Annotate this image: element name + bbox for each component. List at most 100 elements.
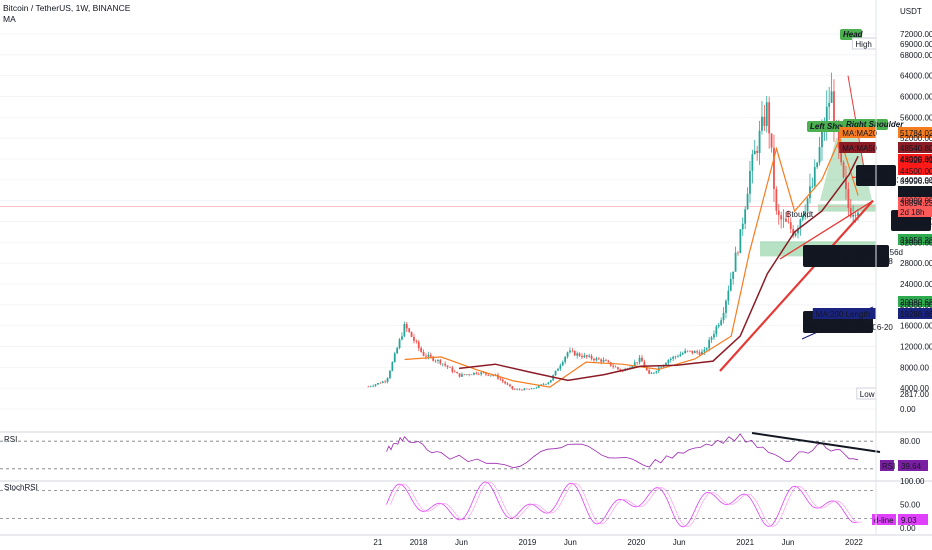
- candle-body: [684, 350, 687, 354]
- candle-body: [595, 358, 598, 361]
- candle-body: [446, 365, 449, 368]
- price-tag-bg: [898, 234, 932, 245]
- candle-body: [638, 357, 641, 363]
- candle-body: [499, 378, 502, 380]
- price-tag-bg: [898, 175, 932, 186]
- candle-body: [576, 353, 579, 356]
- time-axis-tick: Jun: [564, 538, 577, 547]
- candle-body: [547, 382, 550, 384]
- candle-body: [432, 356, 435, 361]
- candle-body: [641, 357, 643, 362]
- candle-body: [727, 290, 730, 301]
- candle-body: [775, 189, 778, 211]
- candle-body: [583, 355, 586, 358]
- price-tag-bg: [898, 154, 932, 165]
- candle-body: [691, 350, 694, 354]
- price-tag-value: 19288.86: [900, 310, 932, 319]
- candle-body: [413, 336, 415, 341]
- price-axis-tick: 12000.00: [900, 343, 932, 352]
- breakout-label: Btoukdt: [786, 210, 814, 219]
- candle-body: [713, 334, 715, 338]
- candle-body: [840, 148, 843, 163]
- price-tag-value: 69000.00: [900, 40, 932, 49]
- rsi-tag-label: RSI: [882, 462, 895, 471]
- candle-body: [792, 229, 795, 236]
- price-tag-bg: [898, 197, 932, 208]
- candle-body: [487, 374, 490, 376]
- candle-body: [545, 383, 547, 385]
- candle-body: [612, 365, 615, 367]
- candle-body: [722, 312, 725, 321]
- candle-body: [384, 381, 387, 383]
- trendline-support: [719, 199, 874, 372]
- candle-body: [533, 388, 535, 389]
- candle-body: [787, 221, 790, 223]
- stoch-tag-bg: [898, 514, 928, 525]
- candle-body: [648, 370, 651, 374]
- candle-body: [377, 382, 379, 385]
- candle-body: [470, 374, 473, 376]
- candle-body: [614, 366, 617, 368]
- candle-body: [530, 388, 533, 390]
- candle-body: [554, 370, 557, 376]
- candle-body: [770, 133, 773, 148]
- candle-body: [777, 210, 780, 216]
- candle-body: [842, 162, 845, 178]
- candle-body: [386, 378, 389, 382]
- price-axis-tick: 20000.00: [900, 301, 932, 310]
- candle-body: [528, 389, 531, 390]
- candle-body: [746, 193, 749, 210]
- candle-body: [852, 214, 855, 217]
- price-tag-label: MA:MA20: [842, 129, 878, 138]
- candle-body: [381, 381, 384, 384]
- candle-body: [710, 337, 713, 340]
- left-shoulder-label: Left Shoul: [810, 122, 850, 131]
- candle-body: [729, 278, 732, 291]
- head-label: Head: [843, 30, 864, 39]
- right-shoulder-label: Right Shoulder: [846, 120, 904, 129]
- price-tag-value: 20080.68: [900, 298, 932, 307]
- price-tag-value: 39650.00: [900, 188, 932, 197]
- candle-body: [845, 177, 847, 190]
- candle-body: [811, 186, 814, 187]
- tooltip-1-date: 2022-01-03: [860, 176, 901, 185]
- candle-body: [816, 162, 819, 168]
- candle-body: [857, 212, 859, 216]
- candle-body: [686, 350, 689, 352]
- candle-body: [605, 359, 607, 361]
- candle-body: [631, 366, 634, 368]
- price-tag-bg: [898, 38, 932, 49]
- candle-body: [597, 358, 600, 360]
- candle-body: [485, 373, 487, 375]
- time-axis-tick: 2021: [736, 538, 754, 547]
- price-tag-value: 31958.28: [900, 236, 932, 245]
- rsi-line: [386, 433, 859, 469]
- candle-body: [456, 371, 459, 374]
- candle-body: [804, 211, 807, 217]
- price-axis-tick: 32000.00: [900, 238, 932, 247]
- candle-body: [367, 386, 370, 388]
- candle-body: [429, 354, 432, 357]
- price-axis-tick: 68000.00: [900, 51, 932, 60]
- price-axis-tick: 28000.00: [900, 259, 932, 268]
- candle-body: [590, 355, 593, 359]
- candle-body: [523, 388, 526, 391]
- candle-body: [573, 350, 576, 356]
- price-tag-label: MA:200 Length: [816, 310, 870, 319]
- price-tag-label: MA:MA50: [842, 144, 878, 153]
- candle-body: [521, 389, 523, 391]
- candle-body: [427, 354, 430, 357]
- stoch-tick: 50.00: [900, 501, 921, 510]
- candle-body: [480, 372, 483, 375]
- candle-body: [391, 362, 394, 371]
- candle-body: [518, 389, 521, 390]
- candle-body: [475, 372, 478, 374]
- candle-body: [785, 218, 787, 222]
- candle-body: [542, 384, 545, 385]
- candle-body: [422, 351, 425, 356]
- stoch-tag-label-bg: [872, 514, 896, 525]
- candle-body: [369, 386, 372, 387]
- stoch-tag-label: d-line: [874, 516, 894, 525]
- candle-body: [828, 102, 831, 107]
